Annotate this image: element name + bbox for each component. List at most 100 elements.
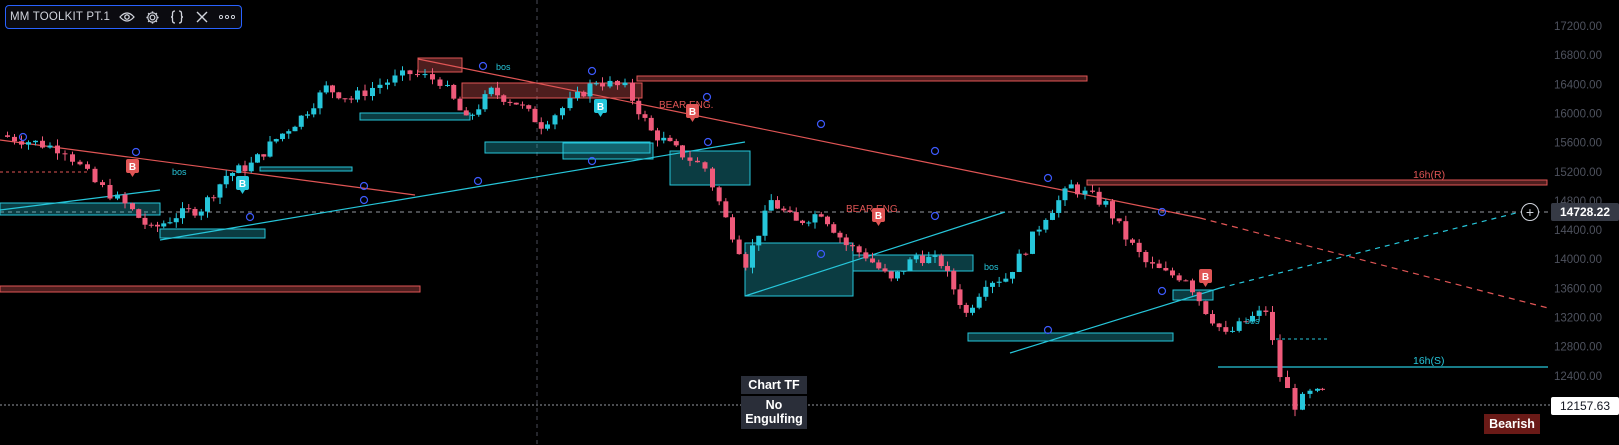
- candle-body: [161, 223, 167, 227]
- swing-point-marker: [816, 249, 826, 259]
- price-tick-label: 15600.00: [1554, 138, 1602, 150]
- price-tick-label: 17200.00: [1554, 21, 1602, 33]
- candle-body: [1230, 330, 1235, 332]
- swing-point-marker: [930, 146, 940, 156]
- price-tick-label: 13200.00: [1554, 313, 1602, 325]
- swing-point-marker: [1043, 325, 1053, 335]
- candle-body: [655, 130, 660, 141]
- candle-body: [155, 224, 160, 227]
- eye-icon[interactable]: [119, 9, 136, 25]
- candle-body: [768, 200, 774, 211]
- more-icon[interactable]: [219, 9, 236, 25]
- candle-body: [19, 141, 24, 145]
- bearish-order-block: [461, 82, 643, 99]
- last-price-tag: 12157.63: [1551, 397, 1619, 415]
- bullish-order-block: [744, 242, 854, 297]
- swing-markers: [18, 61, 1167, 335]
- braces-icon[interactable]: [169, 9, 185, 25]
- gear-icon[interactable]: [144, 9, 160, 25]
- candle-body: [870, 258, 875, 263]
- bullish-order-block: [259, 166, 353, 172]
- swing-point-marker: [703, 137, 713, 147]
- candle-body: [445, 84, 450, 86]
- candle-body: [818, 214, 824, 217]
- candle-body: [495, 87, 500, 96]
- candle-body: [5, 135, 10, 137]
- candle-body: [532, 108, 538, 123]
- candle-body: [1062, 188, 1068, 201]
- candle-body: [342, 98, 348, 100]
- candle-body: [1292, 388, 1298, 410]
- add-alert-plus-icon[interactable]: +: [1521, 203, 1539, 221]
- swing-point-marker: [359, 181, 369, 191]
- bullish-order-block: [159, 228, 266, 239]
- badge-letter: B: [597, 102, 604, 113]
- resistance-trendline-projection: [1199, 217, 1549, 309]
- candle-body: [192, 208, 198, 216]
- badge-pointer: [1203, 283, 1208, 287]
- candle-body: [1136, 242, 1142, 252]
- candle-body: [636, 100, 642, 115]
- candle-body: [552, 115, 558, 125]
- candle-body: [392, 75, 398, 83]
- candle-body: [292, 126, 298, 132]
- candle-body: [976, 296, 982, 308]
- swing-point-marker: [930, 211, 940, 221]
- candle-body: [407, 70, 413, 75]
- candle-body: [901, 270, 907, 272]
- engulfing-table: Chart TF No Engulfing: [741, 376, 807, 429]
- candle-body: [520, 104, 525, 106]
- badge-letter: B: [239, 179, 246, 190]
- bullish-signal-badge: B: [236, 176, 249, 194]
- candle-body: [55, 145, 60, 154]
- candle-body: [876, 262, 882, 269]
- candle-body: [1170, 270, 1175, 276]
- price-tick-label: 16000.00: [1554, 108, 1602, 120]
- candle-body: [1300, 393, 1305, 410]
- candle-body: [1116, 218, 1122, 222]
- candle-body: [545, 124, 550, 129]
- candle-body: [1320, 388, 1325, 390]
- candle-body: [560, 108, 565, 116]
- support-trendline: [1009, 287, 1221, 354]
- candle-body: [1090, 190, 1095, 192]
- candle-body: [286, 131, 292, 134]
- candle-body: [812, 214, 818, 223]
- candle-body: [107, 184, 113, 199]
- candle-body: [1103, 201, 1109, 205]
- badge-box: [126, 159, 139, 173]
- candle-body: [501, 95, 507, 102]
- candle-body: [148, 224, 154, 226]
- candle-body: [630, 82, 635, 101]
- candle-body: [362, 90, 368, 97]
- candle-body: [787, 210, 793, 213]
- candle-body: [422, 74, 428, 76]
- candle-body: [1223, 327, 1229, 332]
- indicator-title[interactable]: MM TOOLKIT PT.1: [10, 11, 111, 23]
- candle-body: [750, 245, 755, 268]
- price-tick-label: 12400.00: [1554, 371, 1602, 383]
- indicator-legend[interactable]: MM TOOLKIT PT.1: [5, 5, 243, 29]
- bos-label: bos: [496, 62, 511, 72]
- support-trendline: [744, 211, 1006, 297]
- resistance-level-label: 16h(R): [1413, 169, 1445, 181]
- candle-body: [983, 286, 989, 297]
- candle-body: [920, 255, 925, 264]
- bullish-order-block: [967, 332, 1174, 342]
- candle-body: [1210, 314, 1215, 324]
- candle-body: [730, 217, 735, 240]
- candle-body: [895, 271, 900, 279]
- candle-body: [661, 137, 667, 141]
- candle-body: [205, 197, 210, 212]
- close-icon[interactable]: [194, 9, 210, 25]
- candle-body: [1203, 301, 1209, 315]
- support-level-label: 16h(S): [1413, 355, 1445, 367]
- swing-point-marker: [587, 156, 597, 166]
- candle-body: [1110, 201, 1115, 219]
- swing-point-marker: [1157, 207, 1167, 217]
- candle-body: [837, 232, 843, 238]
- candle-body: [587, 83, 593, 97]
- candle-body: [142, 217, 148, 225]
- candle-body: [1023, 253, 1029, 255]
